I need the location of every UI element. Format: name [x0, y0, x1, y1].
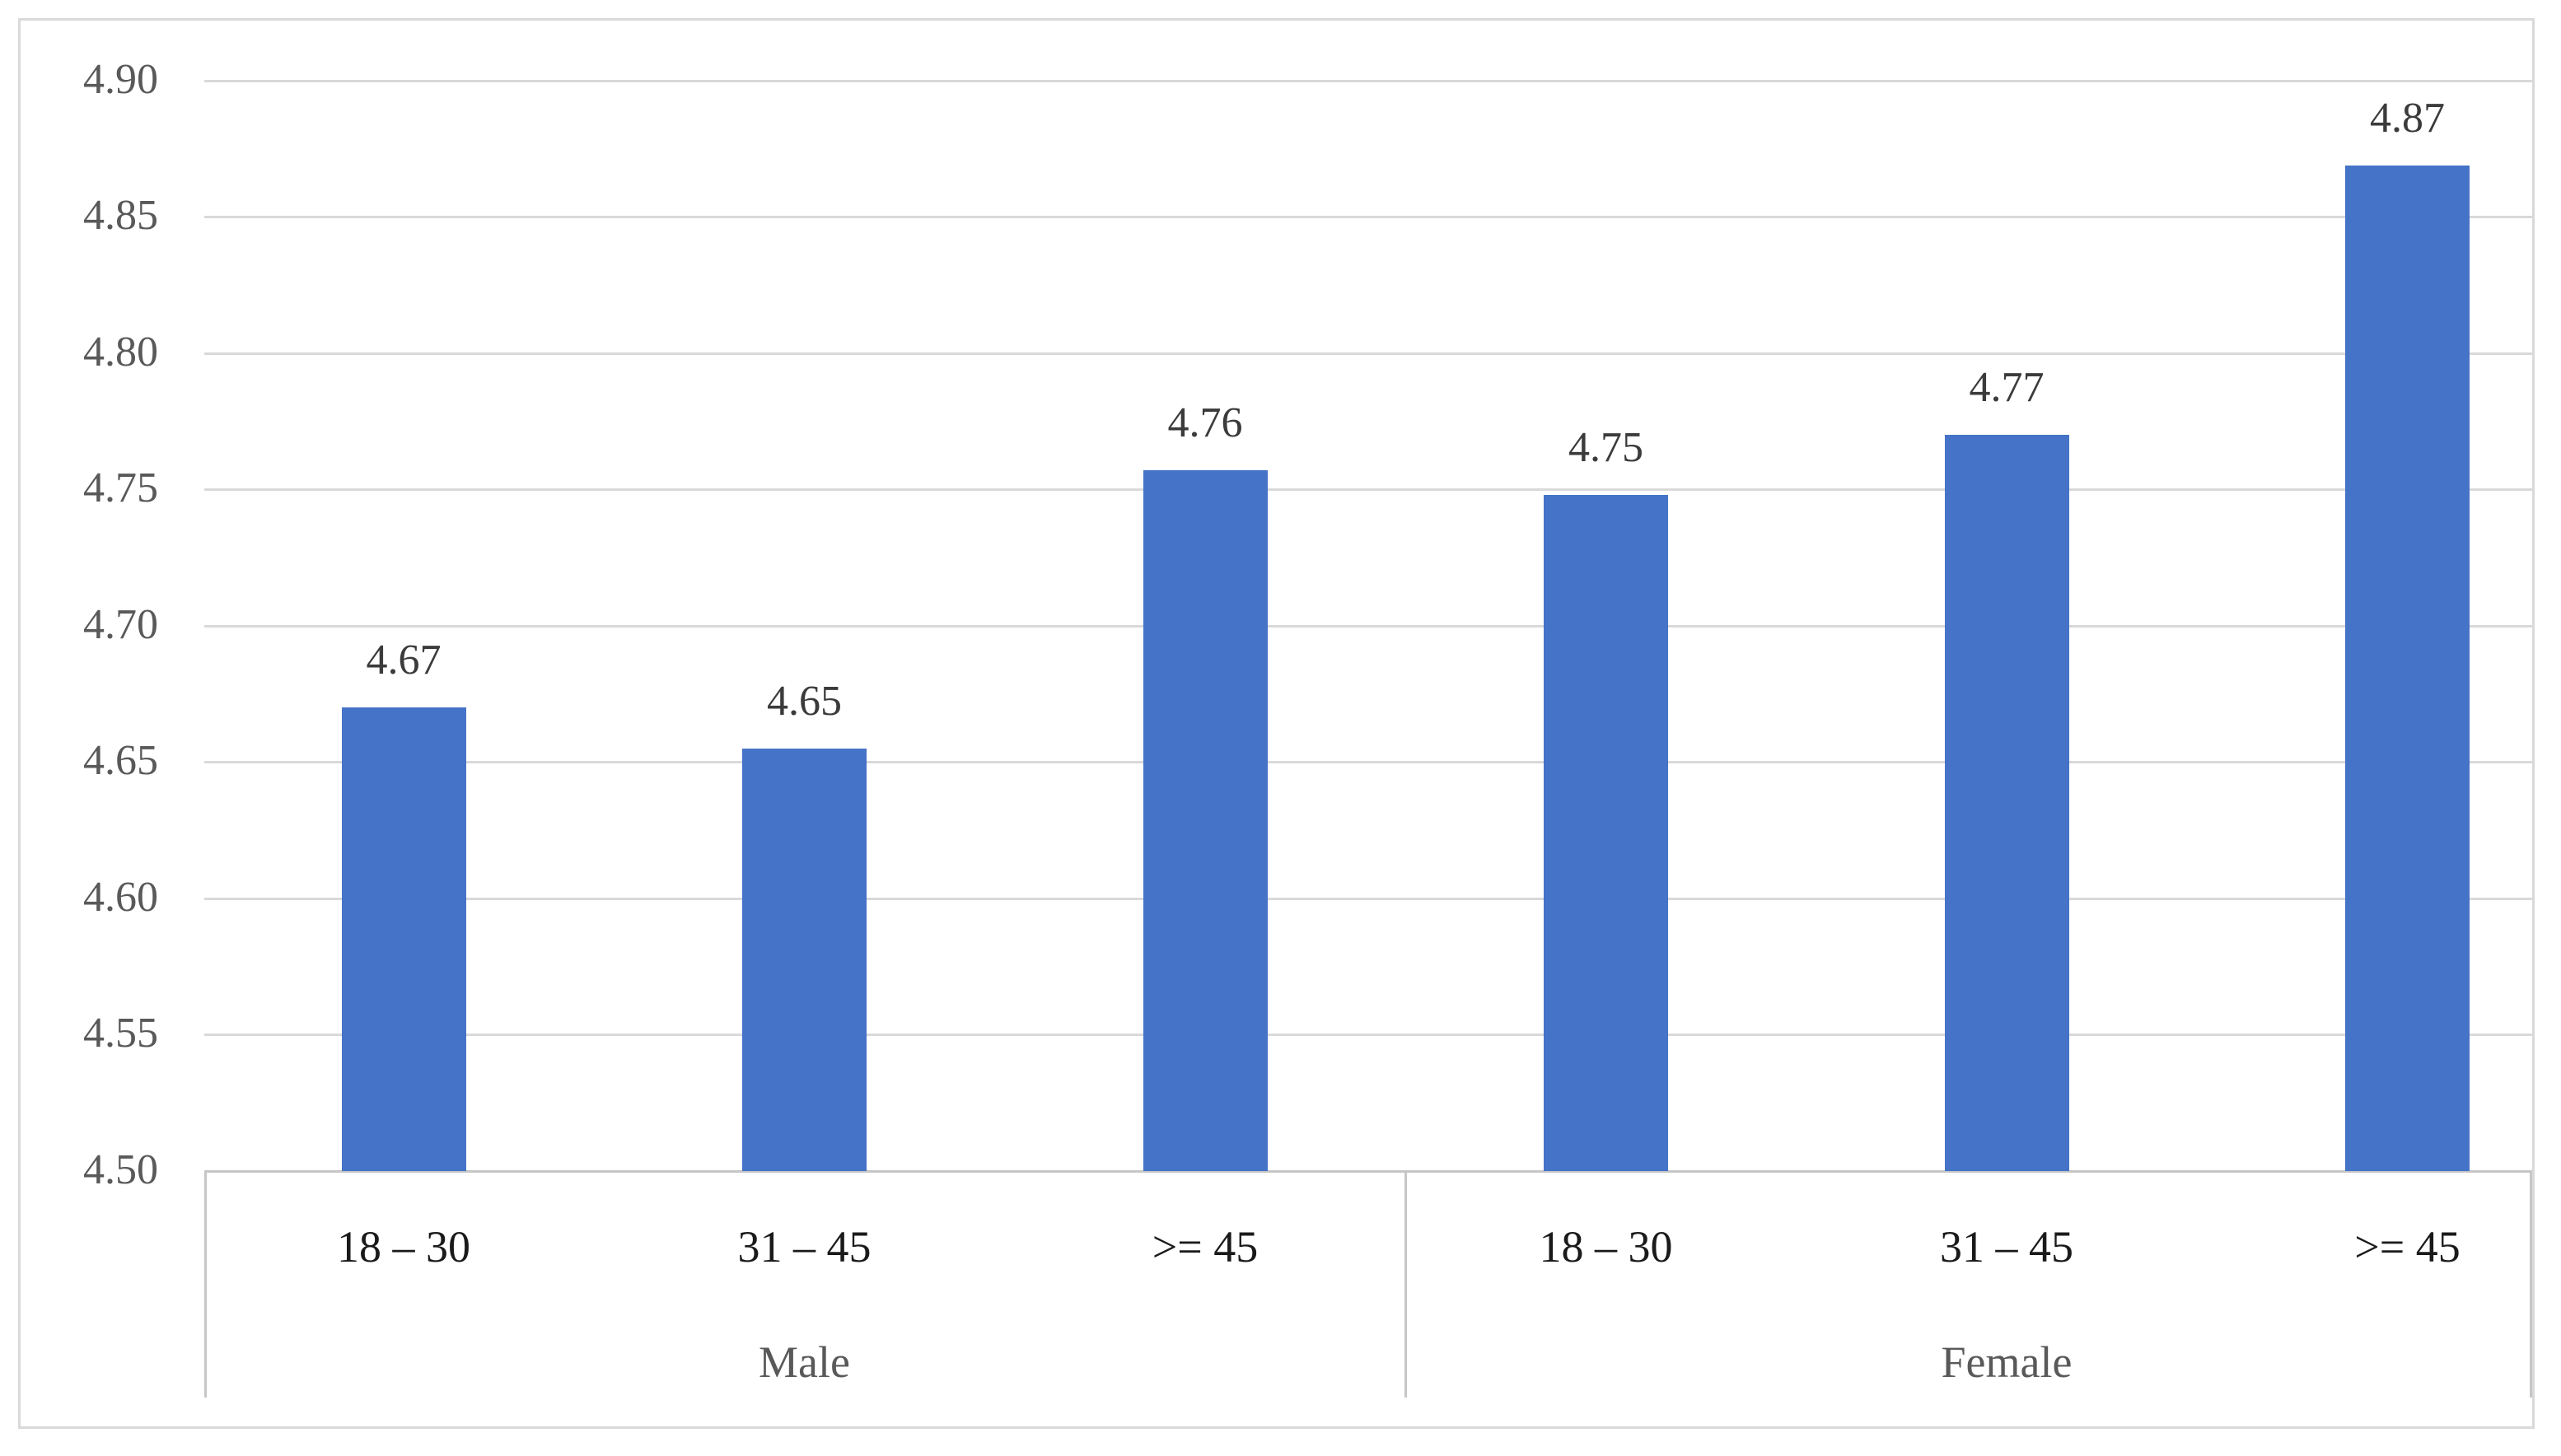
chart-outer-border [18, 18, 2535, 1429]
category-label: 31 – 45 [1940, 1222, 2073, 1272]
bar [2345, 165, 2470, 1171]
category-label: 18 – 30 [337, 1222, 470, 1272]
bar [1544, 495, 1668, 1171]
gridline [204, 352, 2532, 355]
bar-data-label: 4.67 [366, 637, 442, 684]
bar [341, 707, 466, 1171]
bar [1143, 470, 1268, 1171]
group-label: Female [1941, 1337, 2073, 1387]
gridline [204, 1034, 2532, 1036]
gridline [204, 761, 2532, 763]
y-tick-label: 4.75 [83, 464, 158, 512]
category-label: 31 – 45 [737, 1222, 872, 1272]
y-tick-label: 4.55 [83, 1010, 158, 1057]
category-group-divider [2530, 1171, 2532, 1398]
category-label: >= 45 [2354, 1222, 2461, 1272]
y-tick-label: 4.80 [83, 328, 158, 376]
x-axis-line [204, 1169, 2532, 1173]
bar [1944, 435, 2069, 1171]
group-label: Male [759, 1337, 850, 1387]
bar-data-label: 4.65 [767, 677, 842, 725]
gridline [204, 488, 2532, 491]
category-group-divider [204, 1171, 207, 1398]
bar-data-label: 4.75 [1568, 424, 1643, 472]
y-tick-label: 4.50 [83, 1146, 158, 1193]
gridline [204, 624, 2532, 628]
y-tick-label: 4.70 [83, 600, 158, 648]
y-tick-label: 4.90 [83, 55, 158, 103]
y-tick-label: 4.65 [83, 737, 158, 785]
bar [742, 748, 867, 1171]
bar-data-label: 4.77 [1969, 364, 2045, 412]
gridline [204, 79, 2532, 82]
y-tick-label: 4.60 [83, 873, 158, 921]
gridline [204, 897, 2532, 900]
bar-data-label: 4.76 [1167, 399, 1243, 447]
category-label: 18 – 30 [1539, 1222, 1673, 1272]
category-group-divider [1404, 1171, 1407, 1398]
y-tick-label: 4.85 [83, 192, 158, 240]
category-label: >= 45 [1152, 1222, 1259, 1272]
bar-data-label: 4.87 [2370, 94, 2445, 142]
gridline [204, 216, 2532, 218]
